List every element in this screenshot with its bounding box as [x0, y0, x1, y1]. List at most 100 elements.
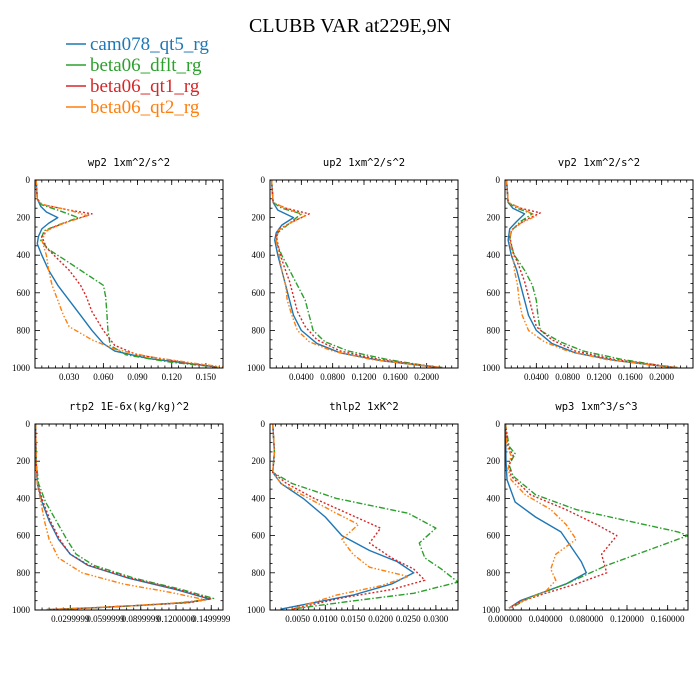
legend-entry: beta06_qt1_rg: [66, 76, 200, 97]
y-tick-label: 1000: [12, 363, 31, 373]
plot-frame: [269, 423, 459, 611]
x-tick-label: 0.1600: [618, 372, 643, 382]
y-tick-label: 400: [252, 493, 266, 503]
x-tick-label: 0.030: [59, 372, 80, 382]
y-tick-label: 0: [261, 175, 266, 185]
y-tick-label: 400: [17, 493, 31, 503]
x-tick-label: 0.0800: [555, 372, 580, 382]
y-tick-label: 800: [17, 568, 31, 578]
x-tick-label: 0.0599999: [86, 614, 125, 624]
panel-title: thlp2 1xK^2: [329, 401, 399, 413]
series-line: [35, 424, 207, 610]
series-line: [272, 424, 415, 610]
y-tick-label: 800: [252, 568, 266, 578]
chart-panel: wp2 1xm^2/s^2 0 200 400 600 800 1000 0.030 0.060…: [12, 157, 224, 382]
series-line: [505, 180, 678, 368]
y-tick-label: 600: [487, 288, 501, 298]
series-line: [270, 180, 443, 368]
series-line: [505, 424, 618, 609]
plot-frame: [269, 179, 459, 369]
x-tick-label: 0.0899999: [122, 614, 161, 624]
y-tick-label: 0: [261, 419, 266, 429]
y-tick-label: 400: [252, 250, 266, 260]
y-tick-label: 400: [17, 250, 31, 260]
x-tick-label: 0.040000: [529, 614, 563, 624]
plot-frame: [34, 179, 224, 369]
series-line: [35, 424, 215, 610]
x-tick-label: 0.120000: [610, 614, 644, 624]
x-tick-label: 0.1499999: [192, 614, 231, 624]
y-tick-label: 600: [252, 531, 266, 541]
x-tick-label: 0.0800: [320, 372, 345, 382]
y-tick-label: 600: [17, 288, 31, 298]
x-tick-label: 0.150: [196, 372, 217, 382]
x-tick-label: 0.0400: [289, 372, 314, 382]
series-line: [505, 424, 588, 609]
x-tick-label: 0.0150: [341, 614, 366, 624]
series-line: [270, 180, 443, 368]
plot-frame: [34, 423, 224, 611]
panel-title: rtp2 1E-6x(kg/kg)^2: [69, 401, 189, 413]
chart-panel: vp2 1xm^2/s^2 0 200 400 600 800 1000 0.0400 0.08…: [482, 157, 694, 382]
x-tick-label: 0.1200000: [157, 614, 196, 624]
y-tick-label: 200: [487, 213, 501, 223]
plot-frame: [504, 179, 694, 369]
series-line: [35, 180, 218, 368]
y-tick-label: 800: [487, 568, 501, 578]
panel-title: wp2 1xm^2/s^2: [88, 157, 170, 169]
x-tick-label: 0.0299999: [51, 614, 90, 624]
chart-panel: thlp2 1xK^2 0 200 400 600 800 1000 0.0050 0.0100…: [247, 401, 459, 624]
y-tick-label: 800: [252, 325, 266, 335]
y-tick-label: 1000: [12, 605, 31, 615]
y-tick-label: 0: [496, 175, 501, 185]
series-line: [35, 424, 212, 610]
y-tick-label: 600: [17, 531, 31, 541]
chart-panel: rtp2 1E-6x(kg/kg)^2 0 200 400 600 800 1000 0.02…: [12, 401, 231, 624]
x-tick-label: 0.090: [127, 372, 148, 382]
plot-frame: [504, 423, 689, 611]
y-tick-label: 0: [26, 419, 31, 429]
x-tick-label: 0.0200: [368, 614, 393, 624]
y-tick-label: 200: [17, 213, 31, 223]
chart-panels: wp2 1xm^2/s^2 0 200 400 600 800 1000 0.030 0.060…: [12, 157, 694, 624]
y-tick-label: 1000: [247, 363, 266, 373]
series-line: [270, 180, 443, 368]
legend-label: beta06_qt2_rg: [90, 97, 200, 118]
y-tick-label: 200: [17, 456, 31, 466]
y-tick-label: 800: [487, 325, 501, 335]
panel-title: up2 1xm^2/s^2: [323, 157, 405, 169]
x-tick-label: 0.060: [93, 372, 114, 382]
panel-title: wp3 1xm^3/s^3: [555, 401, 637, 413]
series-line: [35, 180, 223, 368]
series-line: [505, 424, 688, 609]
x-tick-label: 0.1200: [587, 372, 612, 382]
series-line: [272, 424, 409, 610]
y-tick-label: 600: [487, 531, 501, 541]
y-tick-label: 400: [487, 250, 501, 260]
series-line: [505, 180, 678, 368]
x-tick-label: 0.0400: [524, 372, 549, 382]
figure-title: CLUBB VAR at229E,9N: [249, 15, 451, 37]
x-tick-label: 0.000000: [488, 614, 522, 624]
x-tick-label: 0.1200: [352, 372, 377, 382]
y-tick-label: 800: [17, 325, 31, 335]
legend-label: beta06_dflt_rg: [90, 55, 202, 76]
x-tick-label: 0.0250: [396, 614, 421, 624]
panel-title: vp2 1xm^2/s^2: [558, 157, 640, 169]
series-line: [35, 180, 218, 368]
legend-label: beta06_qt1_rg: [90, 76, 200, 97]
y-tick-label: 600: [252, 288, 266, 298]
chart-panel: up2 1xm^2/s^2 0 200 400 600 800 1000 0.0400 0.08…: [247, 157, 459, 382]
legend-entry: cam078_qt5_rg: [66, 34, 209, 55]
series-line: [505, 424, 577, 609]
x-tick-label: 0.2000: [649, 372, 674, 382]
y-tick-label: 1000: [482, 605, 501, 615]
y-tick-label: 1000: [482, 363, 501, 373]
legend-label: cam078_qt5_rg: [90, 34, 209, 55]
series-line: [272, 424, 426, 610]
legend-entry: beta06_qt2_rg: [66, 97, 200, 118]
y-tick-label: 400: [487, 493, 501, 503]
legend: cam078_qt5_rgbeta06_dflt_rgbeta06_qt1_rg…: [66, 34, 209, 118]
